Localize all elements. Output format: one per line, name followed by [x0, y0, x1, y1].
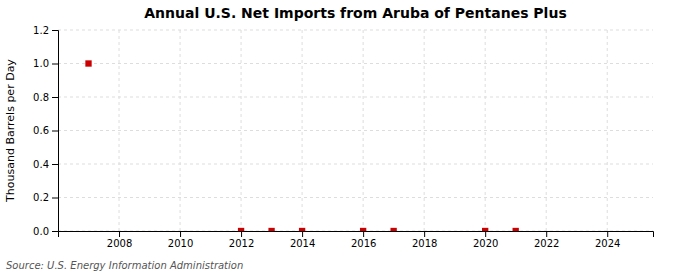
- grid-line: [180, 30, 181, 231]
- tick-label: 2024: [595, 238, 620, 249]
- tick-mark: [52, 164, 58, 165]
- tick-mark: [485, 231, 486, 237]
- tick-mark: [180, 231, 181, 237]
- tick-label: 2020: [473, 238, 498, 249]
- tick-label: 0.6: [33, 125, 49, 136]
- tick-label: 2008: [107, 238, 132, 249]
- tick-mark: [52, 231, 58, 232]
- point: [390, 228, 396, 231]
- tick: 0.4: [33, 159, 58, 170]
- point: [268, 228, 274, 231]
- tick-mark: [424, 231, 425, 237]
- plot: 2008201020122014201620182020202220240.00…: [33, 25, 653, 249]
- tick-mark: [52, 198, 58, 199]
- grid-line: [58, 63, 653, 64]
- grid-line: [302, 30, 303, 231]
- tick-mark: [119, 231, 120, 237]
- tick-mark: [52, 64, 58, 65]
- tick: 2012: [229, 231, 254, 249]
- points: [85, 60, 519, 231]
- tick-label: 0.8: [33, 92, 49, 103]
- tick-label: 2010: [168, 238, 193, 249]
- tick-label: 2012: [229, 238, 254, 249]
- tick-label: 2018: [412, 238, 437, 249]
- grid-line: [119, 30, 120, 231]
- grid-line: [58, 164, 653, 165]
- point: [513, 228, 519, 231]
- tick-mark: [52, 30, 58, 31]
- axis-line: [52, 31, 59, 232]
- chart: 2008201020122014201620182020202220240.00…: [0, 0, 675, 275]
- tick: 1.2: [33, 25, 58, 36]
- point: [299, 228, 305, 231]
- tick: 0.0: [33, 226, 58, 237]
- tick: 2022: [534, 231, 559, 249]
- tick-label: 0.4: [33, 159, 49, 170]
- tick: 0.8: [33, 92, 58, 103]
- tick-label: 1.0: [33, 58, 49, 69]
- tick: 2016: [351, 231, 376, 249]
- tick-mark: [241, 231, 242, 237]
- tick-mark: [52, 131, 58, 132]
- point: [482, 228, 488, 231]
- tick-label: 1.2: [33, 25, 49, 36]
- x-axis: 2008 2010 2012 2014 2016 2018 2020 2022 2024: [59, 231, 654, 249]
- grid-line: [424, 30, 425, 231]
- grid-line: [485, 30, 486, 231]
- grid-line: [241, 30, 242, 231]
- grid-line: [58, 97, 653, 98]
- grid-line: [58, 197, 653, 198]
- tick-mark: [52, 97, 58, 98]
- grid-line: [58, 30, 653, 31]
- tick-mark: [546, 231, 547, 237]
- annotation: Source: U.S. Energy Information Administ…: [6, 260, 243, 271]
- grid: [58, 30, 653, 231]
- tick-mark: [607, 231, 608, 237]
- point: [360, 228, 366, 231]
- tick: 2010: [168, 231, 193, 249]
- title: Annual U.S. Net Imports from Aruba of Pe…: [144, 5, 566, 21]
- tick-label: 2014: [290, 238, 315, 249]
- y-axis-title: Thousand Barrels per Day: [4, 59, 17, 203]
- y-axis: 0.0 0.2 0.4 0.6 0.8 1.0 1.2: [33, 25, 58, 237]
- tick: 1.0: [33, 58, 58, 69]
- tick-label: 2016: [351, 238, 376, 249]
- tick: 2018: [412, 231, 437, 249]
- point: [238, 228, 244, 231]
- grid-line: [58, 130, 653, 131]
- tick: 0.2: [33, 192, 58, 203]
- tick-label: 0.2: [33, 192, 49, 203]
- axis-line: [59, 232, 654, 238]
- grid-line: [363, 30, 364, 231]
- tick: 2014: [290, 231, 315, 249]
- tick-mark: [302, 231, 303, 237]
- tick-label: 0.0: [33, 226, 49, 237]
- tick: 2024: [595, 231, 620, 249]
- tick: 0.6: [33, 125, 58, 136]
- grid-line: [607, 30, 608, 231]
- tick-label: 2022: [534, 238, 559, 249]
- point: [85, 60, 91, 66]
- grid-line: [546, 30, 547, 231]
- tick: 2008: [107, 231, 132, 249]
- tick: 2020: [473, 231, 498, 249]
- tick-mark: [363, 231, 364, 237]
